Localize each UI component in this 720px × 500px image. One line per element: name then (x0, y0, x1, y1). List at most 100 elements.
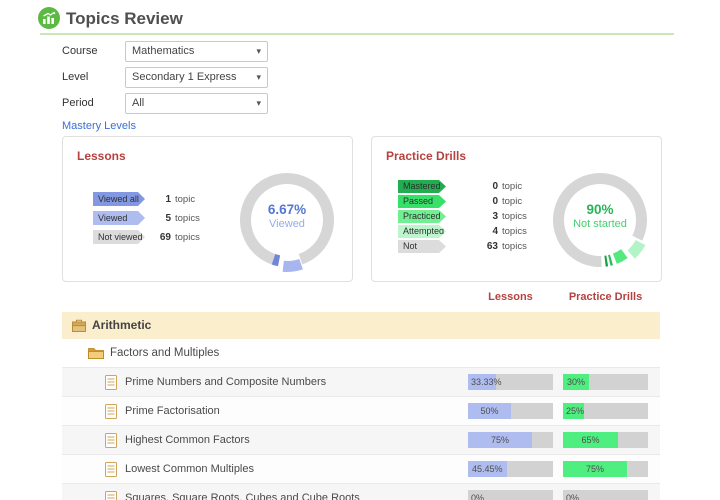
practice-progress-bar: 65% (563, 432, 648, 448)
legend-unit: topics (175, 212, 200, 224)
lessons-progress-bar: 33.33% (468, 374, 553, 390)
level-select[interactable]: Secondary 1 Express ▾ (125, 67, 268, 88)
document-icon (105, 404, 117, 419)
legend-count: 69 (159, 231, 171, 243)
document-icon (105, 433, 117, 448)
column-header-practice-drills: Practice Drills (568, 291, 643, 303)
progress-label: 0% (566, 493, 580, 500)
practice-progress-bar: 30% (563, 374, 648, 390)
legend-count: 4 (492, 226, 498, 237)
progress-label: 45.45% (472, 464, 503, 474)
progress-label: 30% (567, 377, 586, 387)
stats-chart-icon (38, 7, 60, 29)
progress-label: 65% (581, 435, 600, 445)
briefcase-icon (72, 319, 86, 332)
legend-item-not-viewed: Not viewed 69 topics (93, 230, 200, 244)
donut-segment-practiced (612, 249, 628, 264)
lessons-progress-bar: 50% (468, 403, 553, 419)
lessons-progress-bar: 45.45% (468, 461, 553, 477)
document-icon (105, 375, 117, 390)
chevron-down-icon: ▾ (256, 72, 261, 82)
legend-badge: Viewed all (93, 192, 145, 206)
legend-item-attempted: Attempted 4 topics (398, 225, 527, 238)
legend-badge: Mastered (398, 180, 446, 193)
topic-row[interactable]: Highest Common Factors 75% 65% (62, 425, 660, 454)
legend-unit: topic (502, 181, 523, 192)
progress-label: 33.33% (471, 377, 502, 387)
legend-count: 5 (165, 212, 171, 224)
document-icon (105, 491, 117, 500)
lessons-panel: Lessons Viewed all 1 topic Viewed 5 topics Not… (62, 136, 353, 282)
donut-segment-attempted (627, 239, 646, 259)
legend-count: 1 (165, 193, 171, 205)
donut-track (240, 173, 334, 265)
period-select-value: All (132, 97, 145, 109)
donut-segment-viewed (282, 258, 303, 272)
legend-badge: Passed (398, 195, 446, 208)
donut-segment-passed (608, 254, 613, 266)
topics-table: Prime Numbers and Composite Numbers 33.3… (62, 367, 660, 500)
legend-badge: Practiced (398, 210, 446, 223)
chevron-down-icon: ▾ (256, 98, 261, 108)
donut-segment-viewed-all (271, 254, 281, 267)
course-label: Course (62, 45, 98, 57)
progress-fill (468, 461, 507, 477)
period-select[interactable]: All ▾ (125, 93, 268, 114)
legend-unit: topics (502, 211, 527, 222)
progress-label: 0% (471, 493, 485, 500)
topic-row[interactable]: Prime Numbers and Composite Numbers 33.3… (62, 367, 660, 396)
legend-count: 0 (492, 196, 498, 207)
period-label: Period (62, 97, 94, 109)
practice-progress-bar: 25% (563, 403, 648, 419)
legend-item-viewed-all: Viewed all 1 topic (93, 192, 195, 206)
lessons-progress-bar: 75% (468, 432, 553, 448)
legend-count: 63 (486, 241, 498, 252)
subtopic-title: Factors and Multiples (110, 347, 220, 359)
topic-title: Squares, Square Roots, Cubes and Cube Ro… (125, 492, 360, 500)
practice-progress-bar: 75% (563, 461, 648, 477)
practice-drills-panel-title: Practice Drills (386, 149, 467, 163)
legend-unit: topic (175, 193, 196, 205)
legend-unit: topics (502, 226, 527, 237)
topic-row[interactable]: Prime Factorisation 50% 25% (62, 396, 660, 425)
legend-badge: Attempted (398, 225, 446, 238)
strand-row-arithmetic[interactable]: Arithmetic (62, 312, 660, 339)
practice-drills-donut-chart: 90% Not started (544, 164, 656, 276)
page-title: Topics Review (66, 9, 183, 28)
level-label: Level (62, 71, 89, 83)
mastery-levels-link[interactable]: Mastery Levels (62, 120, 136, 132)
course-select[interactable]: Mathematics ▾ (125, 41, 268, 62)
topic-title: Highest Common Factors (125, 434, 250, 446)
progress-fill (563, 432, 619, 448)
folder-icon (88, 348, 104, 359)
practice-drills-panel: Practice Drills Mastered 0 topic Passed 0 top… (371, 136, 662, 282)
strand-title: Arithmetic (92, 318, 152, 332)
topic-title: Lowest Common Multiples (125, 463, 254, 475)
topic-title: Prime Numbers and Composite Numbers (125, 376, 327, 388)
topic-row[interactable]: Squares, Square Roots, Cubes and Cube Ro… (62, 483, 660, 500)
progress-fill (563, 403, 585, 419)
practice-progress-bar: 0% (563, 490, 648, 500)
progress-fill (563, 461, 627, 477)
donut-track (553, 173, 647, 267)
legend-unit: topics (175, 231, 200, 243)
subtopic-row-factors-and-multiples[interactable]: Factors and Multiples (62, 339, 660, 367)
legend-unit: topic (502, 196, 523, 207)
topic-title: Prime Factorisation (125, 405, 220, 417)
topic-row[interactable]: Lowest Common Multiples 45.45% 75% (62, 454, 660, 483)
progress-label: 25% (566, 406, 585, 416)
legend-item-not-started: Not started 63 topics (398, 240, 527, 253)
lessons-panel-title: Lessons (77, 149, 126, 163)
legend-badge: Not viewed (93, 230, 145, 244)
document-icon (105, 462, 117, 477)
legend-badge: Viewed (93, 211, 145, 225)
legend-unit: topics (502, 241, 527, 252)
level-select-value: Secondary 1 Express (132, 71, 237, 83)
progress-fill (563, 374, 589, 390)
progress-fill (468, 374, 497, 390)
column-header-lessons: Lessons (488, 291, 533, 303)
progress-fill (468, 403, 511, 419)
progress-label: 50% (480, 406, 499, 416)
legend-badge: Not started (398, 240, 446, 253)
